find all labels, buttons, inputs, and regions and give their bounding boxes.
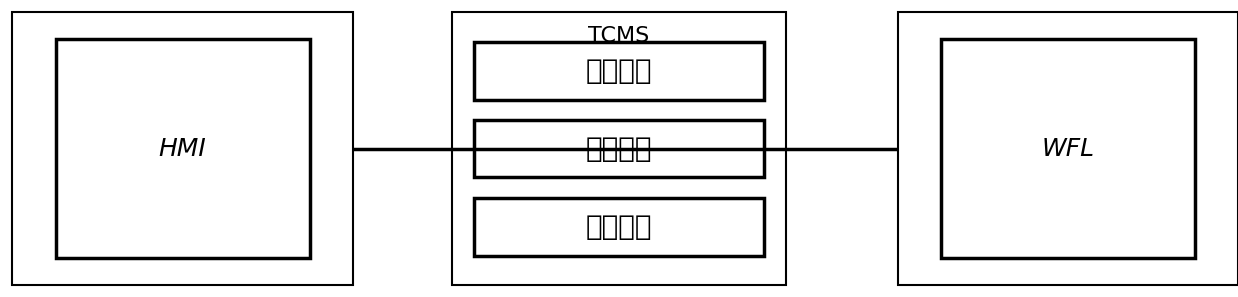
- FancyBboxPatch shape: [941, 39, 1195, 258]
- FancyBboxPatch shape: [898, 12, 1238, 285]
- Text: HMI: HMI: [158, 137, 207, 160]
- FancyBboxPatch shape: [474, 198, 764, 256]
- Text: TCMS: TCMS: [588, 26, 650, 46]
- FancyBboxPatch shape: [452, 12, 786, 285]
- Text: 测试模式: 测试模式: [586, 213, 652, 241]
- Text: WFL: WFL: [1041, 137, 1094, 160]
- FancyBboxPatch shape: [12, 12, 353, 285]
- Text: 手动模式: 手动模式: [586, 135, 652, 162]
- FancyBboxPatch shape: [474, 120, 764, 178]
- FancyBboxPatch shape: [56, 39, 310, 258]
- FancyBboxPatch shape: [474, 42, 764, 100]
- Text: 自动模式: 自动模式: [586, 57, 652, 85]
